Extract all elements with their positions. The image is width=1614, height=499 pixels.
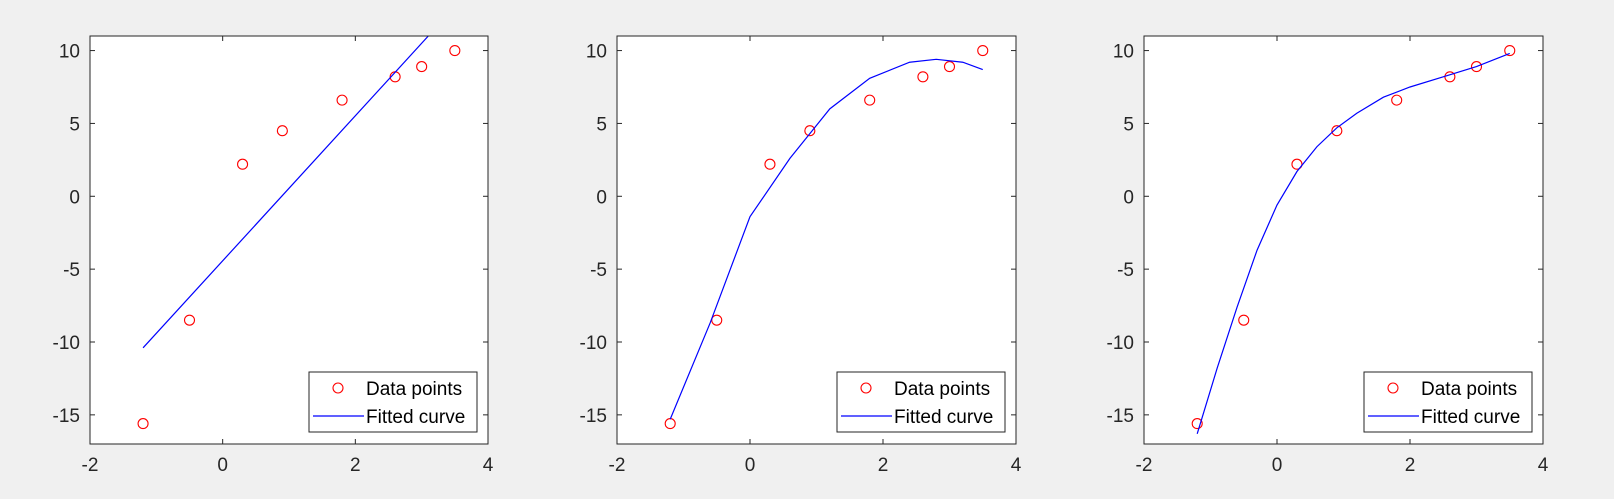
- y-tick-label: -15: [53, 406, 80, 427]
- legend-box: [308, 371, 478, 433]
- legend-label: Data points: [1421, 379, 1517, 400]
- data-point: [336, 94, 348, 106]
- y-tick-label: -10: [1107, 333, 1134, 354]
- y-tick-label: -15: [580, 406, 607, 427]
- y-tick-label: -15: [1107, 406, 1134, 427]
- axes-box: [616, 35, 1017, 445]
- legend-marker-circle-icon: [1387, 382, 1399, 394]
- legend-label: Fitted curve: [1421, 407, 1520, 428]
- x-tick-label: 0: [217, 455, 228, 476]
- data-point: [1191, 418, 1203, 430]
- data-point: [1504, 45, 1516, 57]
- axes-box: [1143, 35, 1544, 445]
- x-tick-label: 0: [1272, 455, 1283, 476]
- legend-marker-circle-icon: [332, 382, 344, 394]
- y-tick-label: 0: [596, 187, 607, 208]
- chart-panel-1: -2 0 2 4 -15 -10 -5 0 5 10 Data points Fitted curve: [53, 35, 494, 476]
- data-point: [183, 314, 196, 326]
- x-tick-label: 4: [1011, 455, 1022, 476]
- y-tick-label: 10: [59, 42, 80, 63]
- x-tick-label: 2: [878, 455, 889, 476]
- axes-box: [89, 35, 489, 445]
- data-point: [449, 45, 461, 57]
- x-tick-label: 4: [483, 455, 494, 476]
- legend-label: Fitted curve: [894, 407, 993, 428]
- data-point: [137, 418, 149, 430]
- data-point: [764, 158, 776, 170]
- data-point: [416, 61, 428, 73]
- legend: Data points Fitted curve: [1363, 371, 1533, 433]
- chart-panel-2: -2 0 2 4 -15 -10 -5 0 5 10 Data points Fitted curve: [580, 35, 1022, 476]
- data-point: [1470, 61, 1483, 73]
- y-tick-label: -10: [580, 333, 607, 354]
- chart-panel-3: -2 0 2 4 -15 -10 -5 0 5 10 Data points Fitted curve: [1107, 35, 1549, 476]
- data-point: [804, 125, 816, 137]
- y-tick-label: 5: [1123, 114, 1134, 135]
- data-point: [1291, 158, 1303, 170]
- y-tick-label: 0: [69, 187, 80, 208]
- data-point: [977, 45, 989, 57]
- x-tick-label: -2: [1136, 455, 1153, 476]
- fitted-curve-line: [1196, 52, 1510, 434]
- data-point: [276, 125, 288, 137]
- y-tick-label: 5: [69, 114, 80, 135]
- y-tick-label: 10: [586, 42, 607, 63]
- legend-box: [836, 371, 1006, 433]
- x-tick-label: 4: [1538, 455, 1549, 476]
- data-point: [237, 158, 249, 170]
- legend: Data points Fitted curve: [308, 371, 478, 433]
- x-tick-label: -2: [82, 455, 99, 476]
- fitted-curve-line: [142, 36, 429, 349]
- legend: Data points Fitted curve: [836, 371, 1006, 433]
- y-tick-label: -5: [1117, 260, 1134, 281]
- data-point: [943, 61, 956, 73]
- legend-label: Data points: [894, 379, 990, 400]
- x-tick-label: -2: [609, 455, 626, 476]
- legend-marker-circle-icon: [860, 382, 872, 394]
- legend-label: Fitted curve: [366, 407, 465, 428]
- y-tick-label: -10: [53, 333, 80, 354]
- legend-label: Data points: [366, 379, 462, 400]
- x-tick-label: 2: [350, 455, 361, 476]
- fitted-curve-line: [669, 58, 983, 420]
- data-point: [1331, 125, 1343, 137]
- data-point: [864, 94, 876, 106]
- y-tick-label: -5: [590, 260, 607, 281]
- y-tick-label: 0: [1123, 187, 1134, 208]
- data-point: [1238, 314, 1250, 326]
- x-tick-label: 2: [1405, 455, 1416, 476]
- y-tick-label: -5: [63, 260, 80, 281]
- y-tick-label: 5: [596, 114, 607, 135]
- y-tick-label: 10: [1113, 42, 1134, 63]
- legend-box: [1363, 371, 1533, 433]
- data-point: [917, 71, 929, 83]
- data-point: [1391, 94, 1403, 106]
- x-tick-label: 0: [745, 455, 756, 476]
